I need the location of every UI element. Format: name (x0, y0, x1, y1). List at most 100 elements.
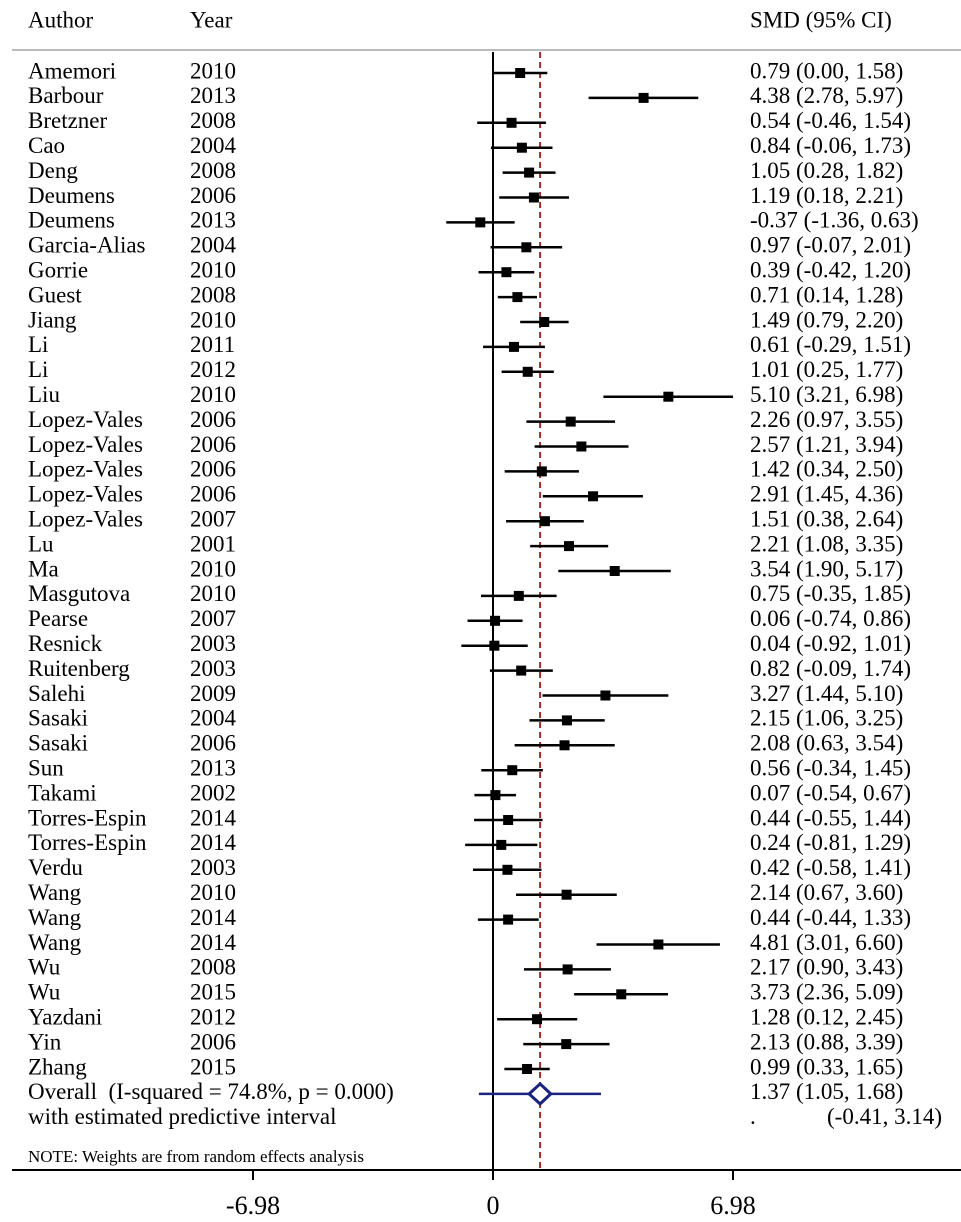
year: 2010 (190, 307, 236, 332)
estimate-label: 1.01 (0.25, 1.77) (750, 357, 903, 382)
year: 2015 (190, 980, 236, 1005)
estimate-label: 3.73 (2.36, 5.09) (750, 980, 903, 1005)
author: Jiang (28, 307, 77, 332)
estimate-label: 2.15 (1.06, 3.25) (750, 706, 903, 731)
year: 2006 (190, 183, 236, 208)
year: 2013 (190, 208, 236, 233)
estimate-label: 1.51 (0.38, 2.64) (750, 506, 903, 531)
author: Lopez-Vales (28, 506, 143, 531)
author-header: Author (28, 7, 94, 32)
author: Cao (28, 133, 65, 158)
point-estimate (513, 590, 524, 601)
point-estimate (563, 541, 574, 552)
point-estimate (503, 815, 514, 825)
author: Li (28, 332, 48, 357)
point-estimate (638, 92, 649, 103)
estimate-header: SMD (95% CI) (750, 7, 892, 32)
author: Deumens (28, 183, 115, 208)
estimate-label: 2.14 (0.67, 3.60) (750, 880, 903, 905)
point-estimate (609, 566, 620, 576)
author: Ma (28, 556, 59, 581)
estimate-label: 0.07 (-0.54, 0.67) (750, 780, 911, 805)
year: 2010 (190, 382, 236, 407)
estimate-label: 2.13 (0.88, 3.39) (750, 1029, 903, 1054)
year: 2010 (190, 581, 236, 606)
estimate-label: 3.54 (1.90, 5.17) (750, 556, 903, 581)
year: 2004 (190, 133, 237, 158)
year: 2012 (190, 357, 236, 382)
year: 2011 (190, 332, 235, 357)
point-estimate (600, 690, 611, 701)
author: Lopez-Vales (28, 457, 143, 482)
estimate-label: 0.54 (-0.46, 1.54) (750, 108, 911, 133)
author: Lopez-Vales (28, 482, 143, 507)
author: Lopez-Vales (28, 407, 143, 432)
point-estimate (506, 117, 517, 128)
point-estimate (588, 491, 599, 502)
estimate-label: 3.27 (1.44, 5.10) (750, 681, 903, 706)
overall-estimate-label: 1.37 (1.05, 1.68) (750, 1079, 903, 1104)
estimate-label: 1.28 (0.12, 2.45) (750, 1004, 903, 1029)
author: Masgutova (28, 581, 130, 606)
year: 2001 (190, 531, 236, 556)
point-estimate (532, 1014, 543, 1025)
point-estimate (562, 964, 573, 975)
year: 2009 (190, 681, 236, 706)
year: 2013 (190, 83, 236, 108)
point-estimate (496, 839, 507, 850)
author: Li (28, 357, 48, 382)
author: Yazdani (28, 1004, 102, 1029)
year: 2006 (190, 407, 236, 432)
estimate-label: 0.04 (-0.92, 1.01) (750, 631, 911, 656)
estimate-label: 1.49 (0.79, 2.20) (750, 307, 903, 332)
note: NOTE: Weights are from random effects an… (28, 1147, 364, 1166)
point-estimate (522, 366, 533, 377)
author: Deng (28, 158, 78, 183)
year: 2015 (190, 1054, 236, 1079)
estimate-label: 2.21 (1.08, 3.35) (750, 531, 903, 556)
point-estimate (522, 1064, 533, 1074)
year: 2004 (190, 706, 237, 731)
point-estimate (490, 790, 501, 801)
year: 2006 (190, 457, 236, 482)
year: 2006 (190, 432, 236, 457)
estimate-label: 4.81 (3.01, 6.60) (750, 930, 903, 955)
point-estimate (528, 192, 539, 203)
year: 2002 (190, 780, 236, 805)
year: 2010 (190, 58, 236, 83)
estimate-label: 2.17 (0.90, 3.43) (750, 955, 903, 980)
year: 2008 (190, 158, 236, 183)
author: Wu (28, 955, 61, 980)
year: 2014 (190, 905, 237, 930)
estimate-label: 2.26 (0.97, 3.55) (750, 407, 903, 432)
year: 2007 (190, 606, 236, 631)
estimate-label: 2.08 (0.63, 3.54) (750, 731, 903, 756)
point-estimate (503, 914, 514, 925)
estimate-label: 4.38 (2.78, 5.97) (750, 83, 903, 108)
point-estimate (561, 1039, 572, 1050)
author: Wu (28, 980, 61, 1005)
year: 2003 (190, 656, 236, 681)
estimate-label: 2.91 (1.45, 4.36) (750, 482, 903, 507)
point-estimate (489, 640, 500, 651)
estimate-label: 0.79 (0.00, 1.58) (750, 58, 903, 83)
estimate-label: 0.99 (0.33, 1.65) (750, 1054, 903, 1079)
author: Gorrie (28, 257, 88, 282)
author: Lu (28, 531, 54, 556)
year: 2014 (190, 930, 237, 955)
year: 2010 (190, 257, 236, 282)
author: Barbour (28, 83, 104, 108)
author: Verdu (28, 855, 83, 880)
point-estimate (507, 765, 518, 776)
year: 2013 (190, 755, 236, 780)
estimate-label: 0.84 (-0.06, 1.73) (750, 133, 911, 158)
point-estimate (539, 516, 550, 527)
author: Sun (28, 755, 64, 780)
author: Bretzner (28, 108, 108, 133)
point-estimate (475, 217, 486, 228)
point-estimate (490, 615, 501, 626)
author: Torres-Espin (28, 805, 147, 830)
estimate-label: 1.19 (0.18, 2.21) (750, 183, 903, 208)
estimate-label: -0.37 (-1.36, 0.63) (750, 208, 919, 233)
